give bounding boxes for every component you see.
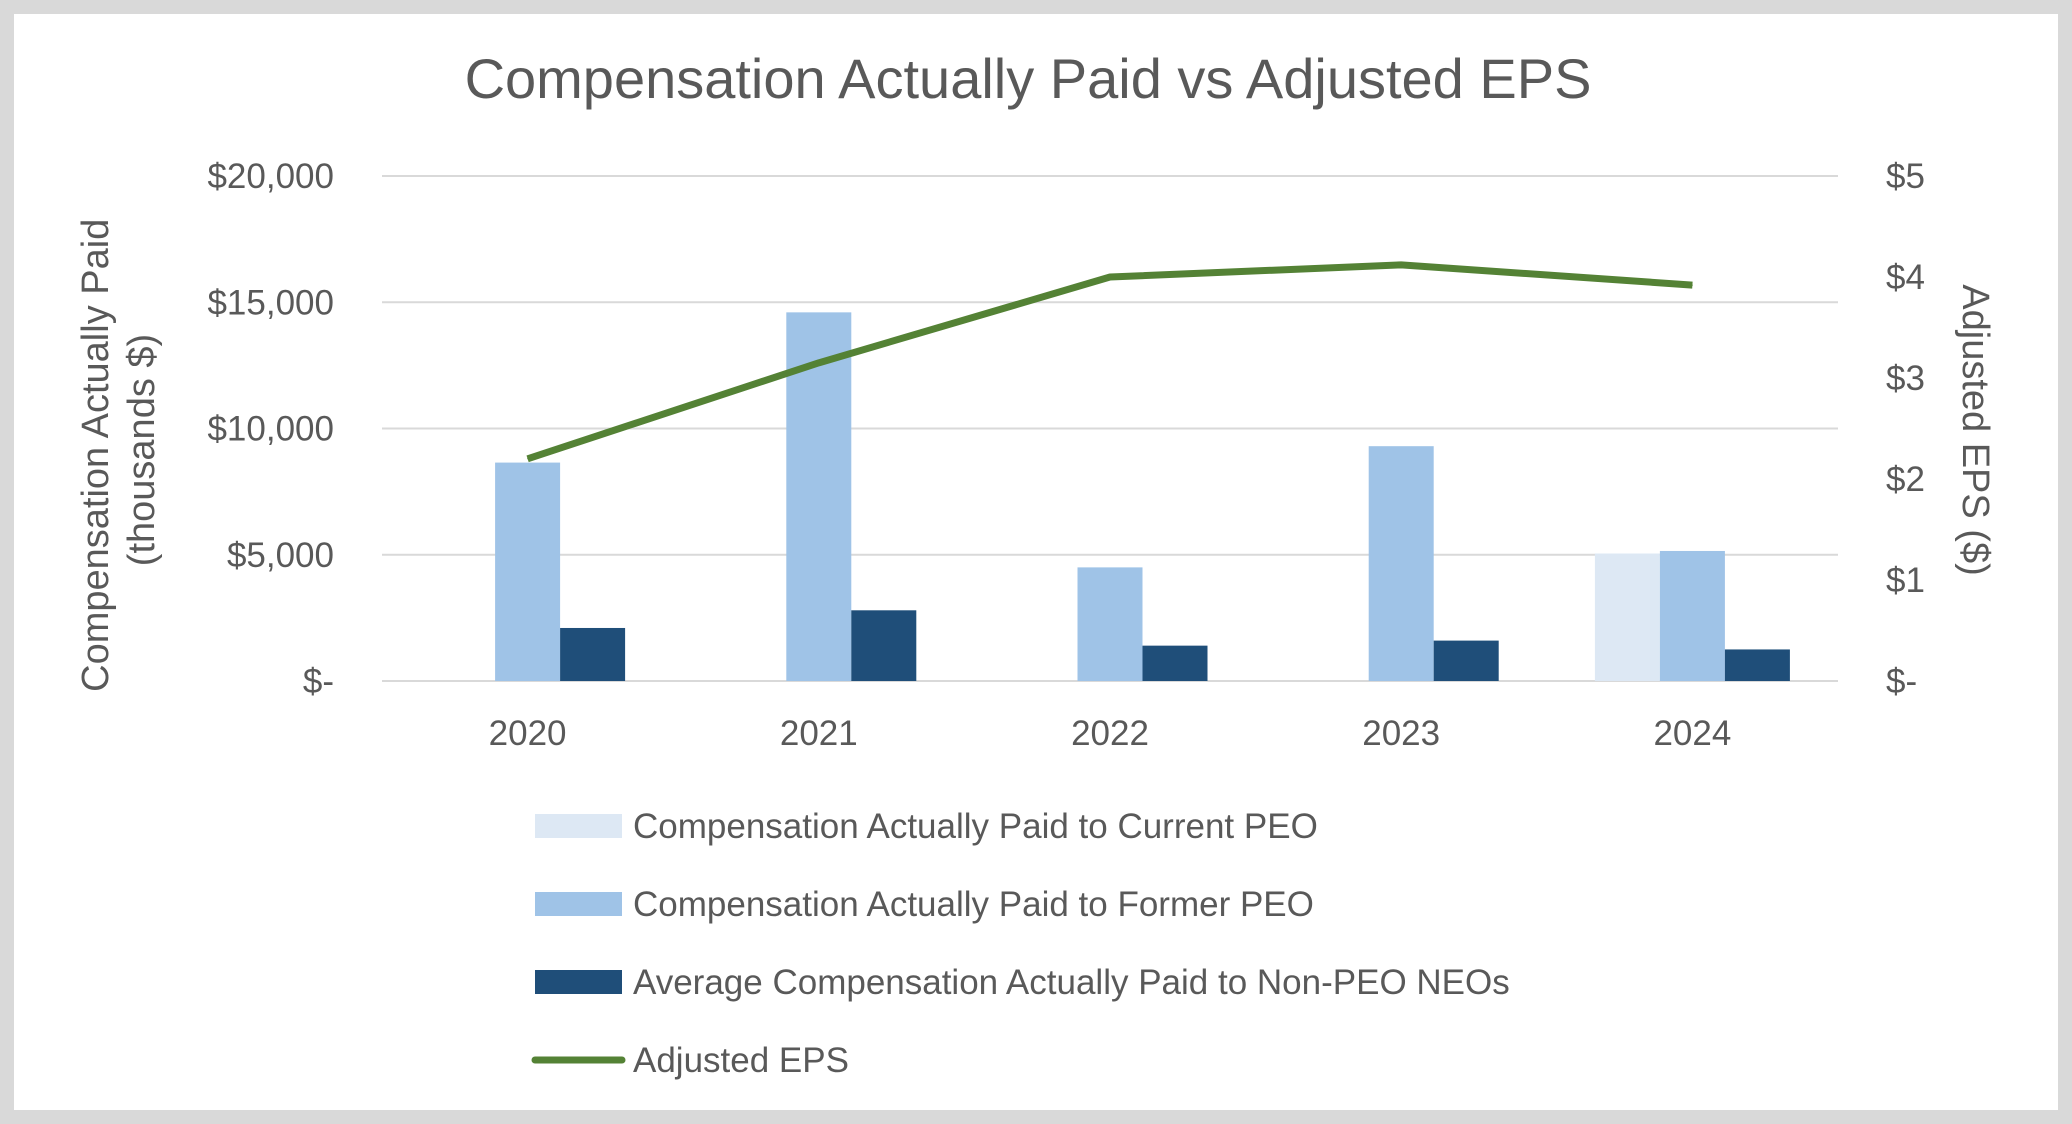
x-tick-label: 2024 — [1653, 714, 1731, 753]
y2-tick-label: $5 — [1886, 157, 1925, 196]
y2-axis-title: Adjusted EPS ($) — [1954, 284, 1996, 575]
y2-tick-label: $2 — [1886, 460, 1925, 499]
y-tick-label: $15,000 — [207, 283, 334, 322]
bar-2022-series-2 — [1077, 567, 1143, 681]
x-tick-label: 2020 — [489, 714, 567, 753]
eps-line-layer — [526, 261, 1693, 463]
bar-2020-series-2 — [495, 462, 561, 681]
legend: Compensation Actually Paid to Current PE… — [531, 807, 1510, 1080]
bar-2022-series-3 — [1142, 645, 1208, 681]
adjusted-eps-point — [1109, 276, 1111, 278]
y-tick-label: $20,000 — [207, 157, 334, 196]
bar-2023-series-2 — [1368, 446, 1434, 681]
y-axis-title-line-2: (thousands $) — [121, 334, 163, 566]
legend-label: Compensation Actually Paid to Current PE… — [633, 807, 1318, 846]
x-tick-label: 2021 — [780, 714, 858, 753]
legend-label: Adjusted EPS — [633, 1041, 849, 1080]
bars — [495, 312, 1790, 681]
adjusted-eps-line — [526, 261, 1693, 463]
y-tick-label: $10,000 — [207, 410, 334, 449]
y-axis-title: Compensation Actually Paid (thousands $) — [75, 208, 163, 692]
bar-2024-series-2 — [1659, 550, 1725, 681]
legend-swatch — [535, 970, 622, 994]
y-axis-ticks: $- $5,000 $10,000 $15,000 $20,000 — [207, 157, 334, 701]
legend-label: Compensation Actually Paid to Former PEO — [633, 885, 1314, 924]
adjusted-eps-point — [1400, 264, 1402, 266]
x-axis-ticks: 2020 2021 2022 2023 2024 — [489, 714, 1732, 753]
bar-2023-series-3 — [1433, 640, 1499, 681]
bar-2024-series-1 — [1594, 553, 1660, 681]
bar-2020-series-3 — [560, 627, 626, 681]
bar-2021-series-3 — [851, 610, 917, 681]
x-tick-label: 2023 — [1362, 714, 1440, 753]
bar-2021-series-2 — [786, 312, 852, 681]
adjusted-eps-point — [527, 458, 529, 460]
y-axis-title-line-1: Compensation Actually Paid — [75, 219, 117, 692]
y-tick-label: $- — [303, 662, 334, 701]
legend-swatch — [535, 814, 622, 838]
legend-swatch — [535, 892, 622, 916]
y-tick-label: $5,000 — [227, 536, 334, 575]
x-tick-label: 2022 — [1071, 714, 1149, 753]
y2-tick-label: $- — [1886, 662, 1917, 701]
legend-label: Average Compensation Actually Paid to No… — [633, 963, 1510, 1002]
bar-2024-series-3 — [1724, 649, 1790, 681]
y2-tick-label: $1 — [1886, 561, 1925, 600]
adjusted-eps-point — [1691, 284, 1693, 286]
y2-axis-ticks: $- $1 $2 $3 $4 $5 — [1886, 157, 1925, 701]
chart-title: Compensation Actually Paid vs Adjusted E… — [465, 47, 1592, 110]
y2-tick-label: $4 — [1886, 258, 1925, 297]
adjusted-eps-point — [818, 362, 820, 364]
y2-tick-label: $3 — [1886, 359, 1925, 398]
